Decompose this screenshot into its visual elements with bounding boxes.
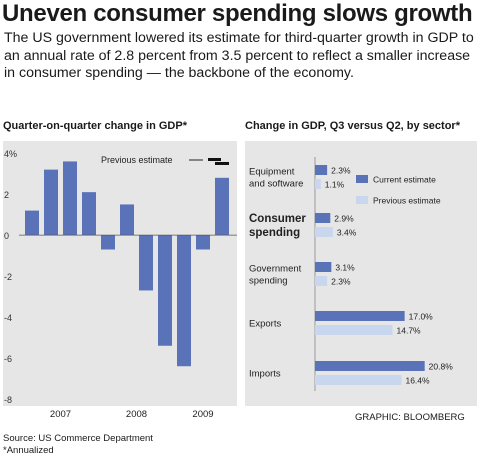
sector-label: spending <box>249 227 300 239</box>
headline: Uneven consumer spending slows growth <box>2 0 473 27</box>
sector-label: Government <box>249 263 302 274</box>
legend-label: Current estimate <box>373 175 436 185</box>
y-tick-label: -6 <box>4 354 12 364</box>
legend-label: Previous estimate <box>373 196 441 206</box>
sector-value-label: 3.4% <box>337 228 357 238</box>
legend-swatch <box>356 175 368 183</box>
sector-label: Exports <box>249 318 281 329</box>
x-year-label: 2009 <box>192 409 213 420</box>
source-note: Source: US Commerce Department <box>3 433 153 444</box>
gdp-bar <box>120 204 134 236</box>
sector-value-label: 2.3% <box>331 277 351 287</box>
sector-value-label: 3.1% <box>335 263 355 273</box>
sector-bar <box>315 179 321 189</box>
x-year-label: 2007 <box>50 409 71 420</box>
gdp-bar <box>196 235 210 250</box>
gdp-chart-panel: 4% 2 0 -2 -4 -6 -8 Previous estimate 2007 2008 200… <box>3 141 237 420</box>
gdp-bar <box>158 235 172 346</box>
sector-label: Equipment <box>249 166 295 177</box>
sector-chart-panel: Equipment and software 2.3% 1.1% Consumer spe… <box>245 141 477 406</box>
sector-bar <box>315 276 328 286</box>
y-tick-label: -8 <box>4 395 12 405</box>
gdp-bar <box>82 192 96 236</box>
sector-bar <box>315 262 332 272</box>
sector-value-label: 17.0% <box>409 312 434 322</box>
previous-estimate-marker <box>215 161 229 165</box>
sector-label: Imports <box>249 368 281 379</box>
footnote: *Annualized <box>3 445 54 456</box>
sector-bar <box>315 361 425 371</box>
legend-swatch <box>356 196 368 204</box>
sector-bar <box>315 325 393 335</box>
gdp-bar <box>215 177 229 236</box>
gdp-bar <box>25 210 39 236</box>
gdp-bar <box>101 235 115 250</box>
previous-estimate-legend-label: Previous estimate <box>101 155 173 165</box>
gdp-chart-title: Quarter-on-quarter change in GDP* <box>3 120 187 132</box>
gdp-bar <box>139 235 153 291</box>
x-year-label: 2008 <box>126 409 147 420</box>
sector-value-label: 2.3% <box>331 166 351 176</box>
y-tick-label: 0 <box>4 231 9 241</box>
sector-bar <box>315 213 331 223</box>
sector-bar <box>315 375 402 385</box>
y-tick-label: -4 <box>4 313 12 323</box>
y-tick-label: 4% <box>4 149 17 159</box>
graphic-credit: GRAPHIC: BLOOMBERG <box>355 412 465 423</box>
gdp-bar <box>63 161 77 236</box>
sector-label: and software <box>249 178 303 189</box>
y-tick-label: -2 <box>4 272 12 282</box>
sector-value-label: 20.8% <box>429 362 454 372</box>
sector-bar <box>315 227 333 237</box>
sector-bar <box>315 311 405 321</box>
sector-label: Consumer <box>249 213 306 225</box>
gdp-bar <box>177 235 191 367</box>
sector-value-label: 16.4% <box>405 376 430 386</box>
deck-text: The US government lowered its estimate f… <box>4 30 474 81</box>
sector-bar <box>315 165 328 175</box>
y-tick-label: 2 <box>4 190 9 200</box>
sector-value-label: 14.7% <box>397 326 422 336</box>
sector-value-label: 1.1% <box>325 180 345 190</box>
previous-estimate-legend-swatch <box>208 158 221 161</box>
sector-label: spending <box>249 275 288 286</box>
sector-chart-title: Change in GDP, Q3 versus Q2, by sector* <box>245 120 460 132</box>
sector-value-label: 2.9% <box>334 214 354 224</box>
gdp-chart: 4% 2 0 -2 -4 -6 -8 Previous estimate 2007 2008 200… <box>4 149 237 420</box>
gdp-bar <box>44 169 58 236</box>
